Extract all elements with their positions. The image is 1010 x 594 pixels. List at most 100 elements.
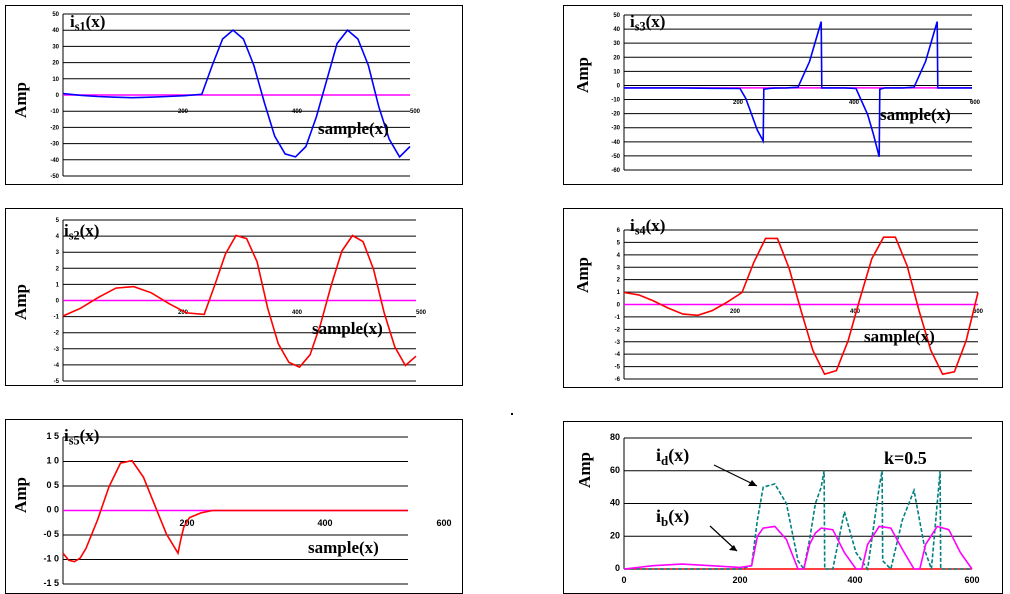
arrow-id bbox=[713, 464, 758, 487]
panel-is4-frame bbox=[563, 208, 1003, 388]
x-tick-is2-2: 500 bbox=[416, 310, 427, 316]
x-tick-is4-1: 400 bbox=[850, 309, 861, 315]
series-id_ib-ib bbox=[623, 525, 973, 570]
series-is4-0 bbox=[623, 236, 979, 376]
y-tick-is4-8: -2 bbox=[615, 327, 621, 333]
y-tick-is4-12: -6 bbox=[615, 377, 621, 383]
y-tick-is4-9: -3 bbox=[615, 340, 621, 346]
y-tick-is3-1: 40 bbox=[613, 27, 620, 33]
y-tick-is3-3: 20 bbox=[613, 55, 620, 61]
annotation-k: k=0.5 bbox=[884, 448, 927, 468]
y-tick-id_ib-2: 40 bbox=[610, 498, 620, 508]
series-is5-0 bbox=[62, 459, 408, 563]
y-tick-is3-7: -20 bbox=[611, 112, 620, 118]
y-tick-is4-3: 3 bbox=[617, 265, 621, 271]
x-tick-id_ib-1: 200 bbox=[732, 575, 747, 585]
y-tick-is4-11: -5 bbox=[615, 365, 621, 371]
series-is1-0 bbox=[62, 29, 411, 159]
x-tick-is3-2: 600 bbox=[970, 100, 981, 106]
ylabel-is5: Amp bbox=[11, 477, 30, 513]
x-tick-is4-2: 600 bbox=[973, 309, 984, 315]
y-tick-is1-1: 40 bbox=[52, 28, 59, 34]
panel-is2-frame bbox=[5, 208, 463, 386]
y-tick-id_ib-1: 60 bbox=[610, 465, 620, 475]
y-tick-is4-4: 2 bbox=[617, 278, 621, 284]
y-tick-is1-8: -30 bbox=[50, 142, 59, 148]
x-tick-id_ib-3: 600 bbox=[964, 575, 979, 585]
panel-is1-frame bbox=[5, 5, 463, 185]
x-tick-is4-0: 200 bbox=[730, 309, 741, 315]
y-tick-is3-5: 0 bbox=[617, 83, 621, 89]
arrowhead-ib bbox=[729, 545, 737, 551]
title-is4: is4(x) bbox=[630, 216, 665, 238]
y-tick-is4-6: 0 bbox=[617, 303, 621, 309]
y-tick-is4-0: 6 bbox=[617, 228, 621, 234]
y-tick-is2-9: -4 bbox=[54, 363, 60, 369]
y-tick-is2-10: -5 bbox=[54, 379, 60, 385]
xlabel-is4: sample(x) bbox=[864, 327, 935, 346]
ylabel-is3: Amp bbox=[573, 57, 592, 93]
y-tick-id_ib-0: 80 bbox=[610, 432, 620, 442]
y-tick-is3-8: -30 bbox=[611, 126, 620, 132]
title-is5: is5(x) bbox=[64, 426, 99, 448]
title-is1: is1(x) bbox=[70, 12, 105, 34]
y-tick-is5-5: -1 0 bbox=[43, 554, 59, 564]
y-tick-is1-6: -10 bbox=[50, 109, 59, 115]
y-tick-is3-0: 50 bbox=[613, 13, 620, 19]
y-tick-is5-4: -0 5 bbox=[43, 529, 59, 539]
x-tick-is3-1: 400 bbox=[849, 100, 860, 106]
y-tick-is2-4: 1 bbox=[56, 282, 60, 288]
y-tick-is2-1: 4 bbox=[56, 234, 60, 240]
y-tick-is2-6: -1 bbox=[54, 315, 60, 321]
ylabel-is4: Amp bbox=[573, 257, 592, 293]
y-tick-is3-4: 10 bbox=[613, 69, 620, 75]
y-tick-is1-7: -20 bbox=[50, 125, 59, 131]
xlabel-is3: sample(x) bbox=[880, 105, 951, 124]
x-tick-is3-0: 200 bbox=[733, 100, 744, 106]
y-tick-is4-1: 5 bbox=[617, 240, 621, 246]
y-tick-is3-6: -10 bbox=[611, 98, 620, 104]
arrowhead-id bbox=[748, 480, 757, 486]
ylabel-is2: Amp bbox=[11, 284, 30, 320]
y-tick-is3-10: -50 bbox=[611, 154, 620, 160]
y-tick-id_ib-3: 20 bbox=[610, 530, 620, 540]
y-tick-is1-9: -40 bbox=[50, 158, 59, 164]
y-tick-is2-3: 2 bbox=[56, 266, 60, 272]
label-id: id(x) bbox=[656, 445, 689, 468]
x-tick-is2-1: 400 bbox=[292, 310, 303, 316]
y-tick-is5-0: 1 5 bbox=[46, 431, 59, 441]
y-tick-is2-0: 5 bbox=[56, 218, 60, 224]
y-tick-is1-0: 50 bbox=[52, 12, 59, 18]
ylabel-id_ib: Amp bbox=[575, 452, 594, 488]
y-tick-is3-9: -40 bbox=[611, 140, 620, 146]
y-tick-is4-7: -1 bbox=[615, 315, 621, 321]
y-tick-is5-1: 1 0 bbox=[46, 456, 59, 466]
series-is3-0 bbox=[624, 21, 972, 157]
x-tick-is1-0: 200 bbox=[178, 109, 189, 115]
panel-is3-frame bbox=[563, 5, 1003, 185]
title-is3: is3(x) bbox=[630, 12, 665, 34]
y-tick-is2-2: 3 bbox=[56, 250, 60, 256]
y-tick-is3-11: -60 bbox=[611, 168, 620, 174]
y-tick-is2-5: 0 bbox=[56, 299, 60, 305]
x-tick-is2-0: 200 bbox=[178, 310, 189, 316]
x-tick-is5-1: 400 bbox=[317, 518, 332, 528]
y-tick-is4-2: 4 bbox=[617, 253, 621, 259]
series-is2-0 bbox=[62, 234, 417, 369]
y-tick-is3-2: 30 bbox=[613, 41, 620, 47]
x-tick-id_ib-0: 0 bbox=[621, 575, 626, 585]
y-tick-id_ib-4: 0 bbox=[615, 563, 620, 573]
y-tick-is1-3: 20 bbox=[52, 61, 59, 67]
y-tick-is5-3: 0 0 bbox=[46, 505, 59, 515]
y-tick-is1-4: 10 bbox=[52, 77, 59, 83]
title-is2: is2(x) bbox=[64, 221, 99, 243]
label-ib: ib(x) bbox=[656, 506, 689, 529]
y-tick-is1-5: 0 bbox=[56, 93, 60, 99]
stray-dot bbox=[511, 413, 513, 415]
y-tick-is1-2: 30 bbox=[52, 44, 59, 50]
y-tick-is5-2: 0 5 bbox=[46, 480, 59, 490]
xlabel-is5: sample(x) bbox=[308, 538, 379, 557]
ylabel-is1: Amp bbox=[11, 82, 30, 118]
y-tick-is5-6: -1 5 bbox=[43, 578, 59, 588]
